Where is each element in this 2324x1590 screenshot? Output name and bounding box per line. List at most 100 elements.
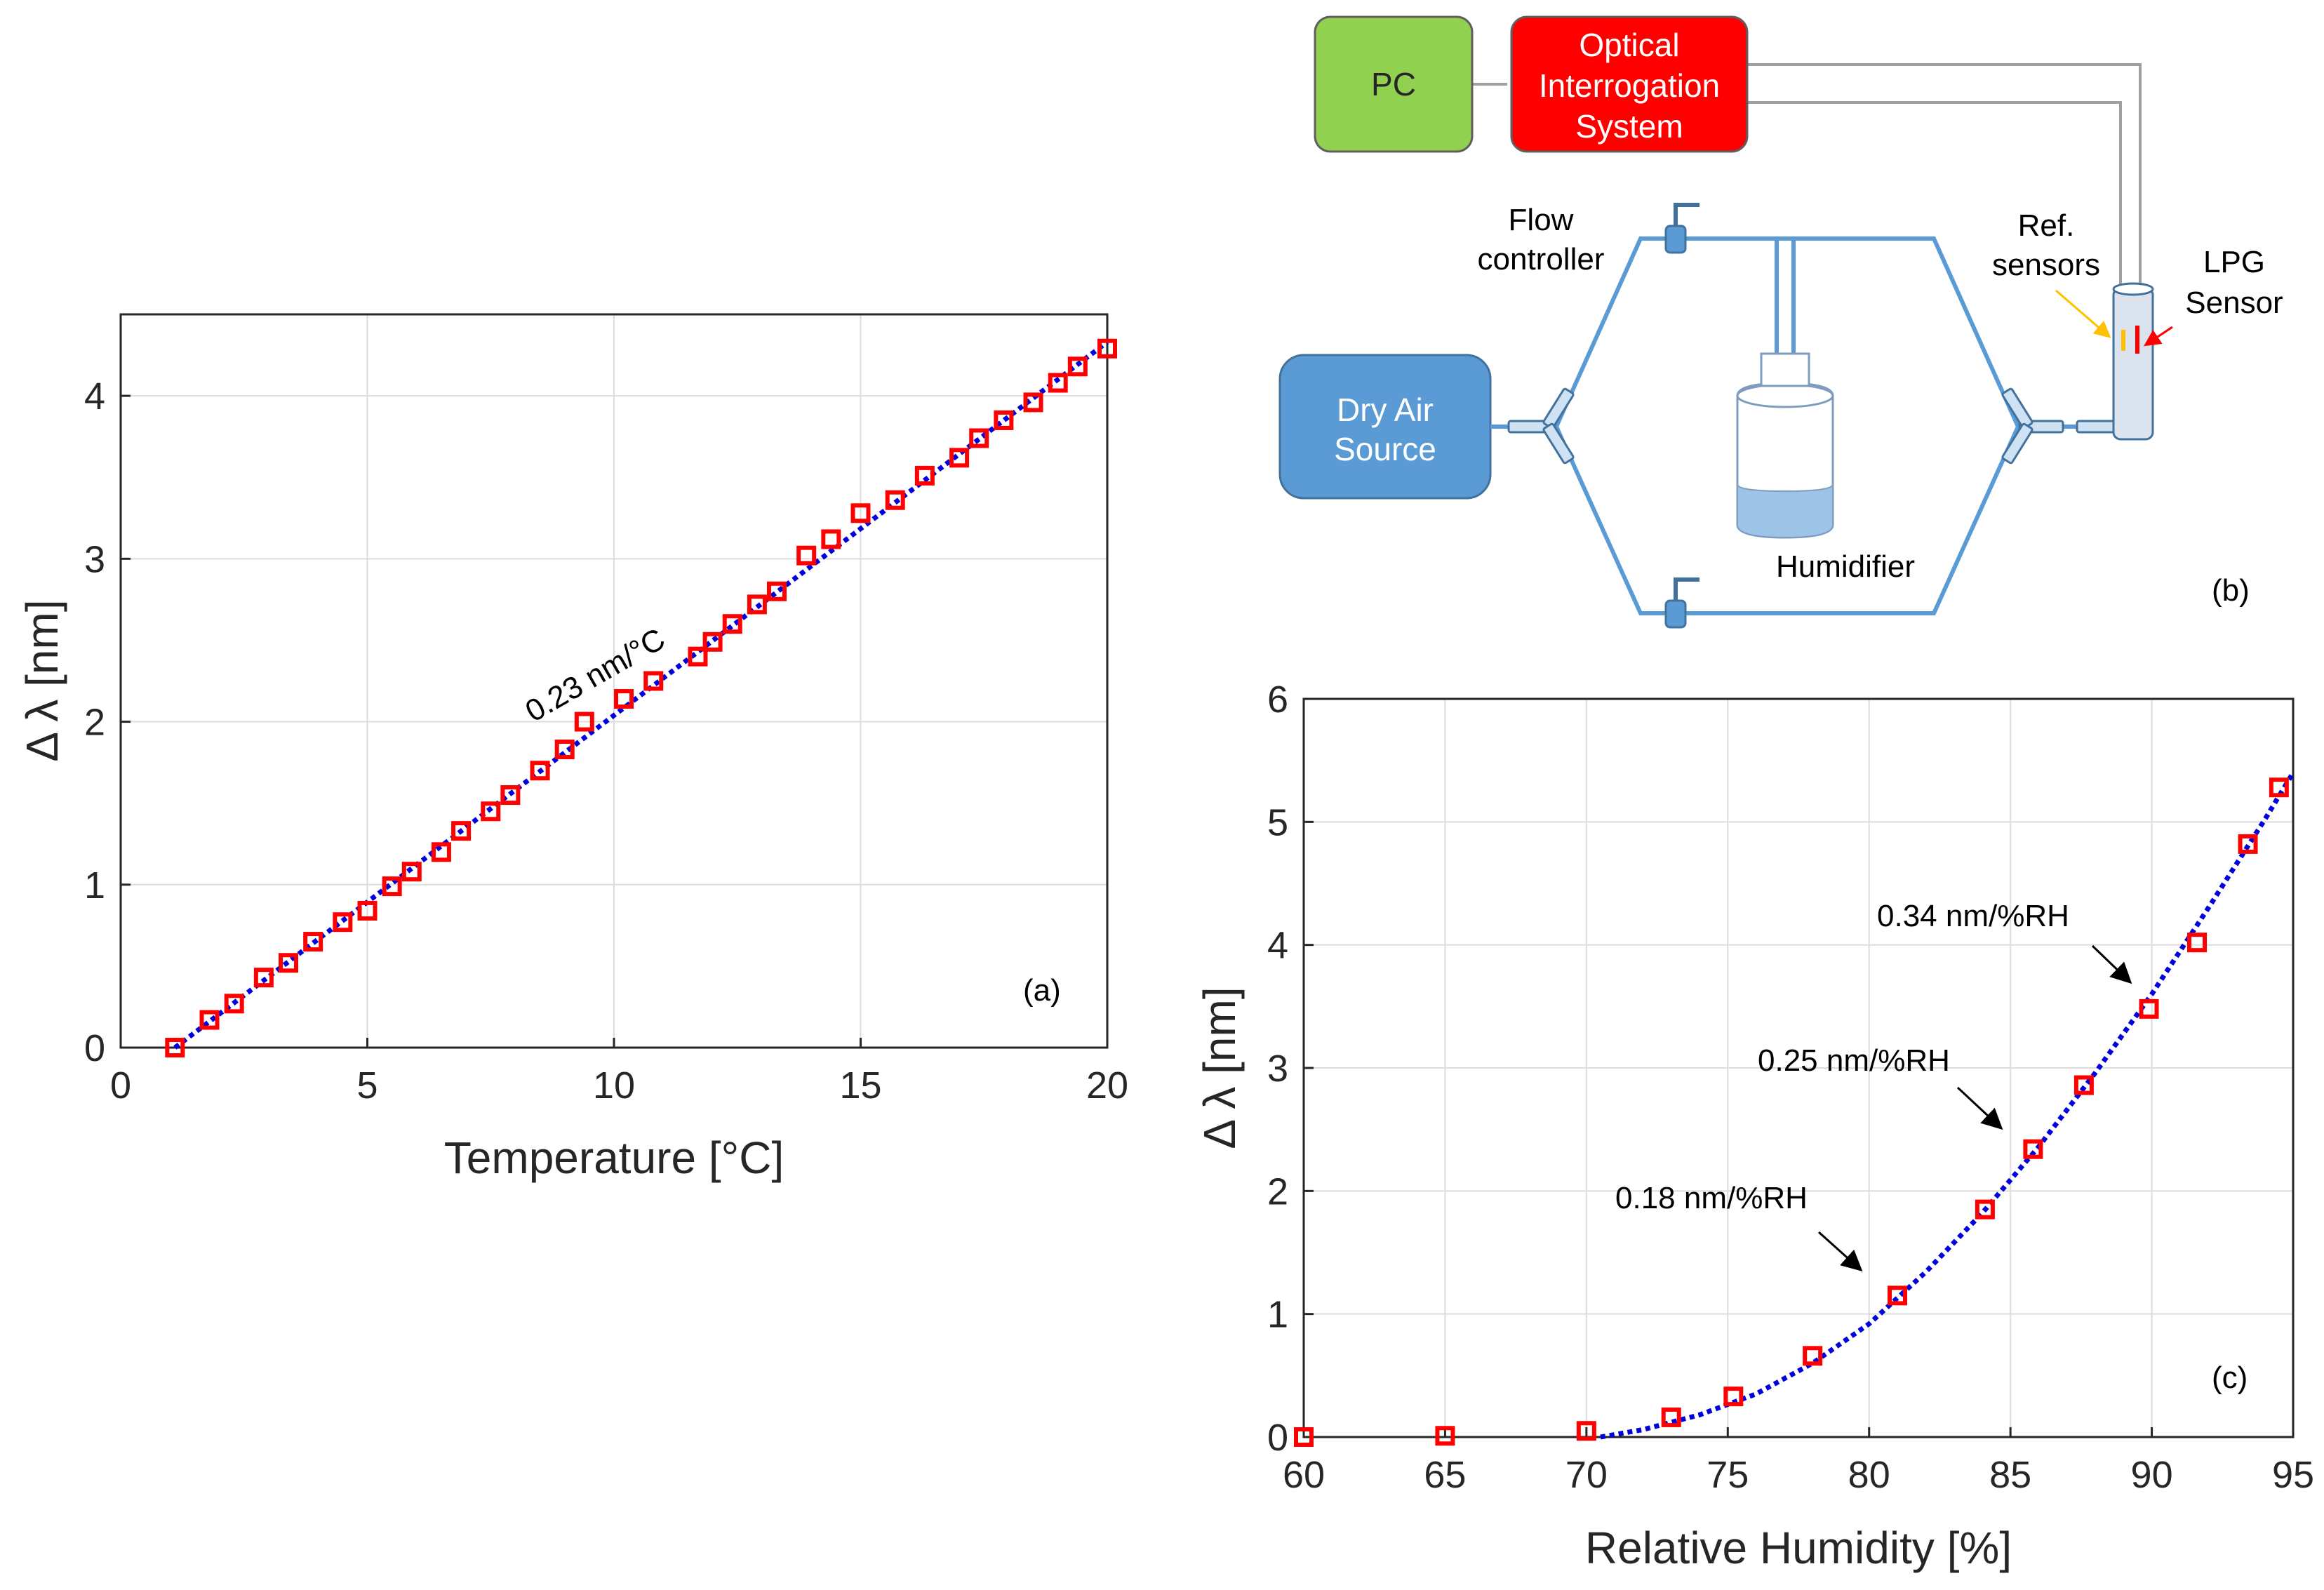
data-point	[2238, 834, 2258, 854]
y-tick-label: 6	[1267, 679, 1288, 721]
ref-sensors-label-2: sensors	[1992, 248, 2100, 282]
flow-controller-top	[1664, 203, 1699, 254]
data-point	[1661, 1407, 1681, 1427]
cable-ois-inner	[1747, 101, 2122, 302]
chart-c-arrow-018	[1817, 1231, 1863, 1272]
x-tick-label: 90	[2131, 1454, 2173, 1496]
data-point	[747, 594, 767, 615]
y-tick-label: 4	[1267, 925, 1288, 967]
chart-a-xlabel: Temperature [°C]	[444, 1133, 784, 1183]
data-point	[796, 545, 817, 566]
data-point	[357, 900, 378, 921]
data-point	[1023, 392, 1043, 413]
data-point	[1435, 1426, 1455, 1446]
y-connector-left	[1507, 387, 1575, 465]
data-point	[224, 994, 244, 1014]
data-point	[969, 428, 989, 448]
ois-box	[1510, 15, 1749, 153]
data-point	[766, 581, 787, 601]
x-tick-label: 65	[1424, 1454, 1466, 1496]
x-tick-label: 10	[593, 1064, 635, 1107]
y-tick-label: 1	[84, 864, 105, 907]
data-point	[1975, 1199, 1995, 1220]
data-point	[431, 842, 451, 862]
fit-line	[1600, 771, 2295, 1440]
setup-diagram: PC Optical Interrogation System Dry Air …	[1278, 15, 2283, 629]
y-tick-label: 3	[1267, 1048, 1288, 1090]
chart-c-annotation-018: 0.18 nm/%RH	[1615, 1181, 1808, 1215]
chart-c-ticks: 60 65 70 75 80 85 90 95 0 1 2 3 4 5 6	[1267, 679, 2314, 1496]
data-point	[574, 712, 594, 732]
ois-label-3: System	[1575, 108, 1683, 145]
humidifier-label: Humidifier	[1776, 549, 1915, 584]
chart-c-ylabel: Δ λ [nm]	[1194, 987, 1245, 1149]
chart-c-panel-label: (c)	[2212, 1361, 2248, 1395]
x-tick-label: 0	[110, 1064, 131, 1107]
x-tick-label: 75	[1707, 1454, 1749, 1496]
chart-a-panel-label: (a)	[1023, 973, 1061, 1008]
data-point	[401, 862, 422, 882]
humidifier	[1736, 352, 1834, 539]
y-tick-label: 2	[1267, 1170, 1288, 1212]
data-point	[643, 671, 664, 691]
pc-label: PC	[1371, 66, 1416, 102]
cable-ois-outer	[1747, 63, 2142, 302]
data-point	[1888, 1285, 1907, 1306]
dry-air-label-2: Source	[1334, 431, 1436, 467]
x-tick-label: 70	[1565, 1454, 1608, 1496]
x-tick-label: 20	[1086, 1064, 1128, 1107]
y-tick-label: 4	[84, 375, 105, 417]
data-point	[722, 614, 742, 634]
chart-a-ticks: 0 5 10 15 20 0 1 2 3 4	[84, 375, 1128, 1107]
data-point	[994, 410, 1014, 430]
data-point	[2023, 1139, 2043, 1159]
data-point	[530, 761, 550, 781]
y-tick-label: 2	[84, 702, 105, 744]
flow-controller-bottom	[1664, 577, 1699, 629]
data-point	[885, 490, 905, 510]
data-point	[451, 821, 472, 841]
data-point	[1723, 1387, 1744, 1407]
x-tick-label: 95	[2272, 1454, 2314, 1496]
lpg-sensor-label-1: LPG	[2203, 245, 2265, 279]
x-tick-label: 15	[839, 1064, 881, 1107]
data-point	[1067, 356, 1088, 377]
chart-c-xlabel: Relative Humidity [%]	[1585, 1523, 2012, 1573]
data-point	[914, 465, 935, 486]
data-point	[2073, 1075, 2094, 1095]
data-point	[500, 785, 521, 806]
data-point	[554, 740, 575, 760]
sensor-tube	[2112, 282, 2154, 441]
data-point	[165, 1038, 185, 1057]
data-point	[2187, 933, 2208, 953]
y-tick-label: 1	[1267, 1294, 1288, 1336]
ref-sensors-label-1: Ref.	[2018, 208, 2075, 243]
flow-controller-label-2: controller	[1478, 242, 1605, 276]
data-point	[279, 953, 299, 973]
chart-a-ylabel: Δ λ [nm]	[17, 599, 67, 761]
chart-c-annotation-025: 0.25 nm/%RH	[1758, 1043, 1950, 1078]
diagram-panel-label: (b)	[2212, 573, 2250, 608]
chart-c-fit	[1600, 771, 2295, 1440]
ois-label-1: Optical	[1579, 27, 1679, 63]
data-point	[2139, 998, 2159, 1019]
x-tick-label: 80	[1848, 1454, 1890, 1496]
x-tick-label: 5	[356, 1064, 378, 1107]
dry-air-label-1: Dry Air	[1337, 392, 1434, 428]
data-point	[850, 503, 871, 523]
y-tick-label: 3	[84, 538, 105, 580]
data-point	[949, 448, 970, 468]
data-point	[688, 646, 708, 667]
lpg-sensor-arrow	[2144, 326, 2173, 347]
chart-c-annotation-034: 0.34 nm/%RH	[1877, 899, 2069, 933]
data-point	[253, 968, 274, 988]
x-tick-label: 60	[1283, 1454, 1325, 1496]
chart-a-points	[165, 338, 1117, 1057]
chart-c-points	[1294, 777, 2289, 1447]
data-point	[821, 529, 841, 549]
y-tick-label: 0	[1267, 1417, 1288, 1459]
data-point	[1803, 1346, 1823, 1366]
y-connector-right	[2001, 387, 2121, 465]
